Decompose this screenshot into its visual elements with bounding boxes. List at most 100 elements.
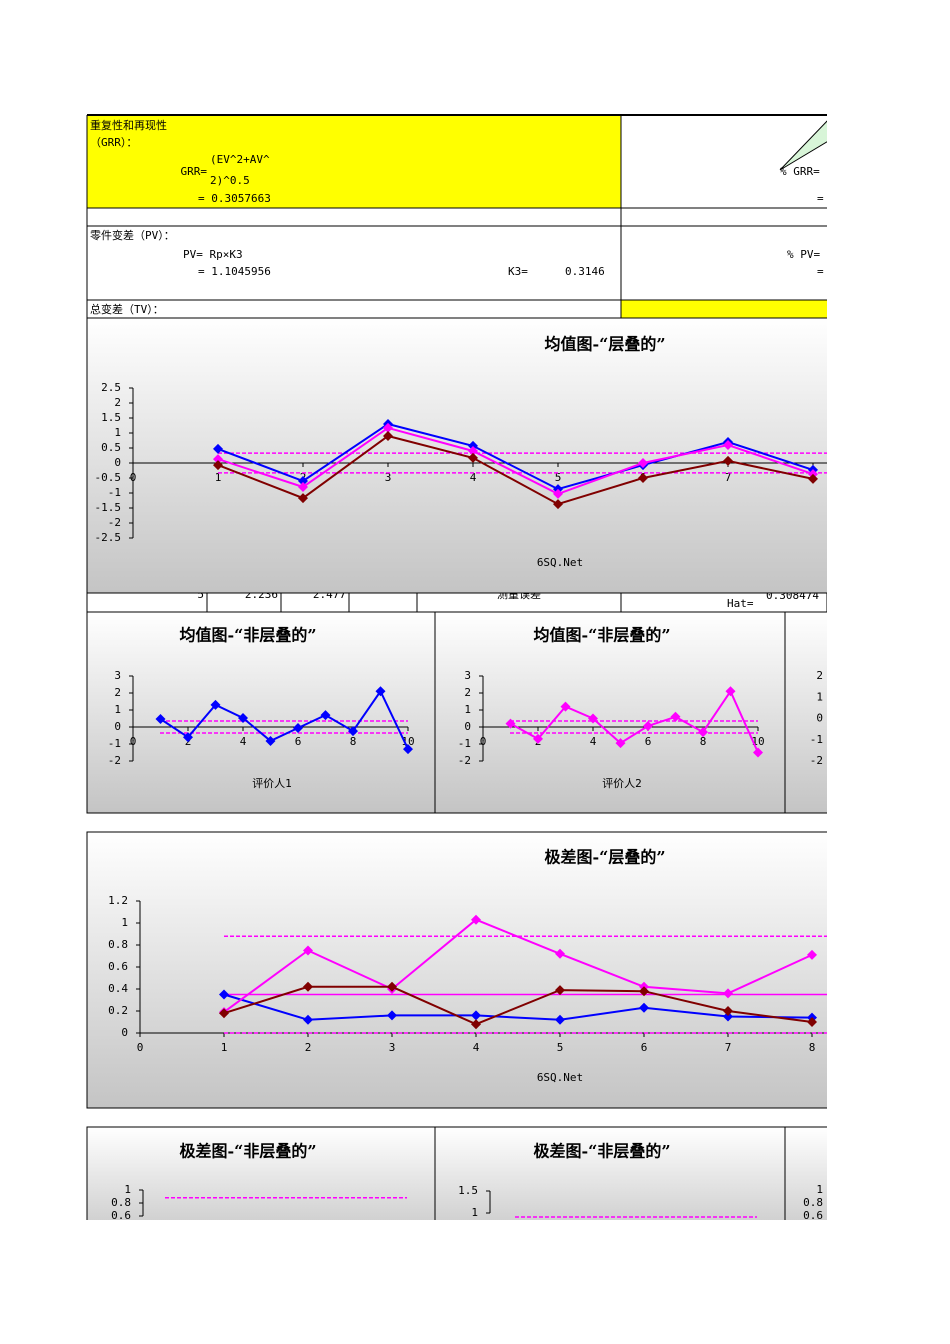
y-tick-label: -1	[458, 737, 471, 750]
y-tick-label: 2	[114, 396, 121, 409]
point	[698, 727, 708, 738]
y-tick-label: 0.8	[803, 1196, 823, 1209]
y-tick-label: -1	[108, 737, 121, 750]
y-tick-label: 0	[121, 1026, 128, 1039]
grr-label: 重复性和再现性	[90, 118, 167, 132]
pct-result: =	[817, 265, 824, 278]
chart-title: 极差图-“非层叠的”	[179, 1142, 316, 1161]
point	[303, 945, 313, 956]
x-tick-label: 0	[137, 1041, 144, 1054]
point	[725, 686, 736, 697]
formula: PV= Rp×K3	[183, 248, 243, 261]
x-tick-label: 5	[557, 1041, 564, 1054]
chart: 10.80.6	[784, 1126, 827, 1220]
formula: 2)^0.5	[210, 174, 250, 187]
series-line	[217, 426, 814, 495]
x-tick-label: 0	[130, 735, 137, 748]
point	[560, 701, 571, 712]
pct-lhs: % PV=	[787, 248, 820, 261]
y-tick-label: 1	[464, 703, 471, 716]
chart-title: 均值图-“非层叠的”	[533, 626, 670, 645]
point	[219, 1008, 229, 1019]
pct-lhs: % GRR=	[780, 165, 820, 178]
y-tick-label: 1	[471, 1206, 478, 1219]
chart-footer: 6SQ.Net	[537, 1071, 583, 1084]
chart-area	[434, 611, 786, 814]
point	[348, 726, 358, 737]
point	[468, 452, 478, 463]
point	[213, 443, 223, 454]
chart-area	[86, 611, 436, 814]
point	[670, 711, 681, 722]
chart-area	[86, 317, 827, 594]
y-tick-label: -2.5	[95, 531, 122, 544]
point	[555, 948, 565, 959]
point	[471, 914, 481, 925]
point	[643, 720, 653, 731]
chart: 2 1 0 -1 -2	[784, 611, 827, 814]
chart-area	[86, 1126, 436, 1220]
x-tick-label: 8	[350, 735, 357, 748]
point	[723, 1011, 733, 1022]
x-tick-label: 4	[240, 735, 247, 748]
tv-label: 总变差（TV）：	[90, 302, 164, 316]
point	[723, 988, 733, 999]
point	[588, 713, 598, 724]
k3: 0.3146	[565, 265, 605, 278]
series-line	[159, 689, 409, 750]
point	[638, 458, 648, 468]
tv-cell	[621, 300, 827, 318]
x-tick-label: 3	[385, 471, 392, 484]
chart: 极差图-“非层叠的” 10.80.6	[86, 1126, 436, 1220]
y-tick-label: 0	[114, 720, 121, 733]
point	[807, 949, 817, 960]
point	[383, 422, 393, 433]
x-tick-label: 4	[590, 735, 597, 748]
cell: 5	[197, 588, 204, 601]
point	[555, 1014, 565, 1025]
y-tick-label: 0.8	[111, 1196, 131, 1209]
point	[298, 482, 308, 492]
y-tick-label: -2	[108, 516, 121, 529]
point	[471, 1019, 481, 1030]
chart: 极差图-“层叠的” 6SQ.Net 1.2 1 0.8 0.6 0.4 0.2 00 1 2 3 4 5 6…	[86, 831, 827, 1109]
point	[265, 735, 276, 746]
y-tick-label: 3	[114, 669, 121, 682]
y-tick-label: 2	[114, 686, 121, 699]
point	[723, 1006, 733, 1016]
x-tick-label: 0	[480, 735, 487, 748]
x-tick-label: 4	[470, 471, 477, 484]
y-tick-label: 0	[464, 720, 471, 733]
x-tick-label: 2	[305, 1041, 312, 1054]
grr-label: （GRR）：	[90, 136, 137, 149]
y-tick-label: 3	[464, 669, 471, 682]
point	[723, 440, 733, 450]
x-tick-label: 6	[295, 735, 302, 748]
chart: 均值图-“层叠的” 6SQ.Net 2.5 2 1.5 1 0.5 0 -0.5 -1 -1.5 -2…	[86, 317, 827, 594]
y-tick-label: -2	[810, 754, 823, 767]
result: = 1.1045956	[198, 265, 271, 278]
x-axis-label: 评价人1	[252, 777, 292, 790]
point	[533, 733, 543, 744]
x-tick-label: 6	[641, 1041, 648, 1054]
point	[468, 446, 478, 456]
point	[468, 440, 478, 451]
y-tick-label: 0.5	[101, 441, 121, 454]
point	[403, 744, 413, 755]
y-tick-label: 2.5	[101, 381, 121, 394]
x-tick-label: 4	[473, 1041, 480, 1054]
x-tick-label: 1	[221, 1041, 228, 1054]
y-tick-label: -1	[810, 733, 823, 746]
y-tick-label: 1	[816, 1183, 823, 1196]
chart-area	[86, 831, 827, 1109]
point	[320, 710, 331, 721]
point	[383, 431, 393, 441]
y-tick-label: 0.6	[108, 960, 128, 973]
x-axis-label: 评价人2	[602, 777, 642, 790]
y-tick-label: 1	[114, 703, 121, 716]
point	[213, 454, 223, 465]
point	[471, 1010, 481, 1021]
